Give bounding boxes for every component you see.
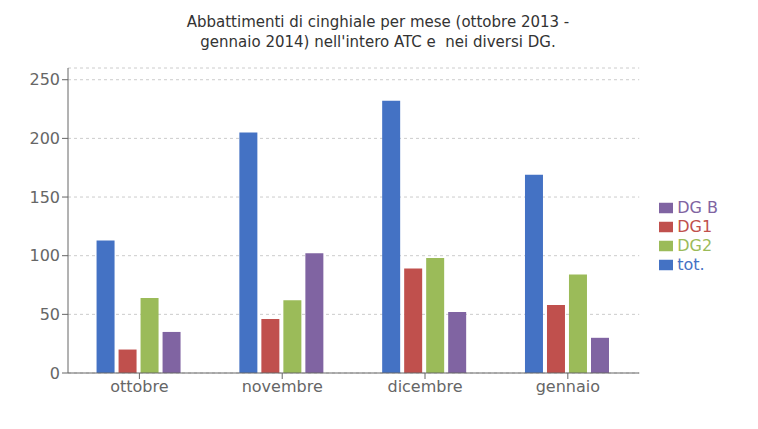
- svg-text:ottobre: ottobre: [110, 377, 168, 396]
- html-text:gennaio 2014) nell'intero ATC: gennaio 2014) nell'intero ATC e nei dive…: [200, 33, 556, 51]
- svg-text:150: 150: [29, 188, 60, 207]
- html-text:Abbattimenti di cinghiale per: Abbattimenti di cinghiale per mese (otto…: [186, 13, 570, 31]
- svg-text:gennaio: gennaio: [536, 377, 600, 396]
- svg-text:100: 100: [29, 246, 60, 265]
- svg-text:0: 0: [50, 364, 60, 383]
- html-text:DG2: DG2: [677, 235, 713, 255]
- html-text:DG1: DG1: [677, 216, 713, 236]
- html-text:tot.: tot.: [677, 254, 705, 274]
- svg-text:novembre: novembre: [242, 377, 323, 396]
- svg-text:50: 50: [40, 305, 60, 324]
- html-text:DG B: DG B: [677, 197, 718, 217]
- svg-text:dicembre: dicembre: [387, 377, 462, 396]
- svg-text:250: 250: [29, 70, 60, 89]
- svg-text:200: 200: [29, 129, 60, 148]
